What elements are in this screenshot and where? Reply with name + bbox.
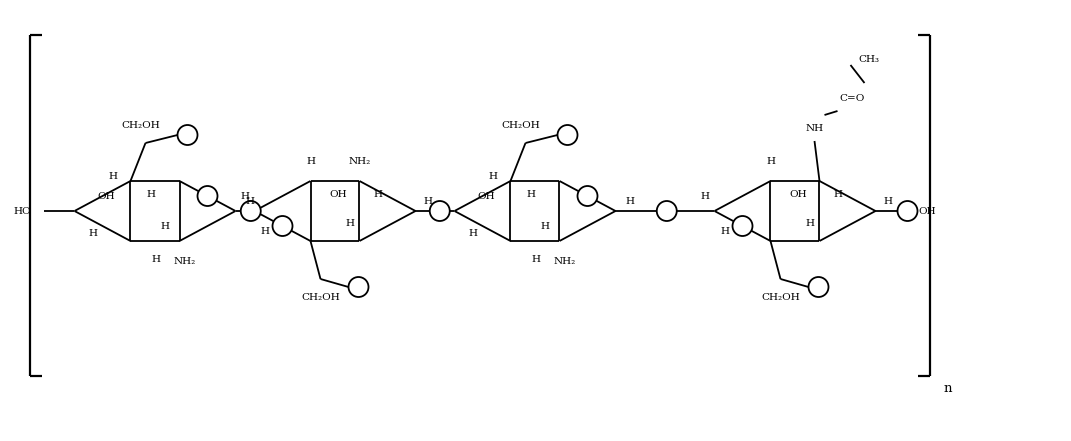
Circle shape xyxy=(577,186,598,206)
Text: H: H xyxy=(146,190,155,198)
Text: CH₂OH: CH₂OH xyxy=(301,292,340,302)
Text: H: H xyxy=(468,228,477,238)
Text: H: H xyxy=(766,157,775,165)
Text: CH₂OH: CH₂OH xyxy=(501,120,540,130)
Text: H: H xyxy=(245,197,254,206)
Circle shape xyxy=(657,201,677,221)
Circle shape xyxy=(429,201,450,221)
Circle shape xyxy=(348,277,368,297)
Circle shape xyxy=(558,125,577,145)
Text: CH₂OH: CH₂OH xyxy=(121,120,160,130)
Text: H: H xyxy=(526,190,536,198)
Text: NH₂: NH₂ xyxy=(174,257,196,265)
Text: H: H xyxy=(883,197,892,206)
Text: OH: OH xyxy=(97,191,116,201)
Text: OH: OH xyxy=(330,190,347,198)
Text: CH₃: CH₃ xyxy=(858,55,879,64)
Text: H: H xyxy=(88,228,97,238)
Circle shape xyxy=(197,186,217,206)
Text: C=O: C=O xyxy=(840,93,865,102)
Text: OH: OH xyxy=(478,191,495,201)
Text: OH: OH xyxy=(919,206,936,216)
Circle shape xyxy=(178,125,197,145)
Text: H: H xyxy=(488,172,497,180)
Text: H: H xyxy=(240,191,248,201)
Text: H: H xyxy=(625,197,634,206)
Text: H: H xyxy=(531,254,540,264)
Circle shape xyxy=(241,201,260,221)
Text: H: H xyxy=(720,227,729,235)
Text: H: H xyxy=(108,172,117,180)
Text: H: H xyxy=(160,221,169,231)
Text: HO: HO xyxy=(14,206,31,216)
Text: H: H xyxy=(423,197,432,206)
Text: H: H xyxy=(373,190,382,198)
Text: H: H xyxy=(345,218,355,228)
Text: H: H xyxy=(805,218,814,228)
Text: NH: NH xyxy=(805,123,824,132)
Circle shape xyxy=(272,216,292,236)
Text: NH₂: NH₂ xyxy=(554,257,575,265)
Text: H: H xyxy=(700,191,709,201)
Circle shape xyxy=(809,277,829,297)
Text: H: H xyxy=(540,221,549,231)
Text: OH: OH xyxy=(789,190,808,198)
Text: CH₂OH: CH₂OH xyxy=(761,292,800,302)
Text: H: H xyxy=(306,157,315,165)
Text: H: H xyxy=(833,190,842,198)
Text: H: H xyxy=(151,254,160,264)
Text: NH₂: NH₂ xyxy=(348,157,371,165)
Circle shape xyxy=(897,201,918,221)
Text: n: n xyxy=(944,382,952,396)
Text: H: H xyxy=(260,227,269,235)
Circle shape xyxy=(733,216,753,236)
